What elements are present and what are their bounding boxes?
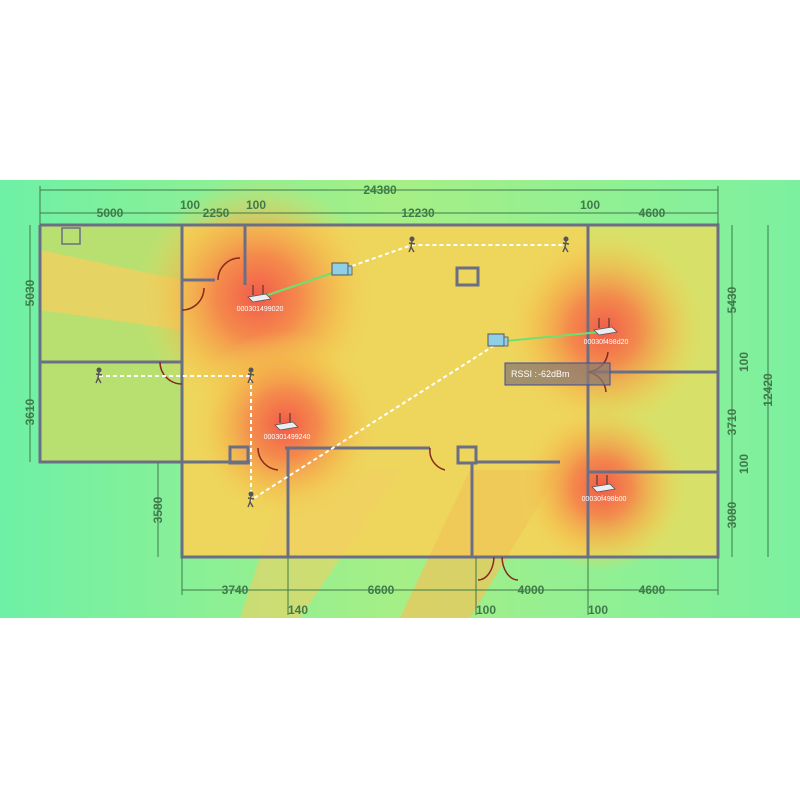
person-walking-icon[interactable]: [247, 367, 255, 384]
rssi-value: -62dBm: [538, 369, 570, 379]
dim-right: 3710: [725, 408, 739, 435]
dim-left: 3610: [23, 398, 37, 425]
access-point[interactable]: 00030f498b00: [582, 475, 627, 503]
ap-label: 00030f498b00: [582, 496, 627, 503]
ap-label: 000301499240: [264, 434, 311, 441]
dim-top: 2250: [203, 206, 230, 220]
dim-left: 3580: [151, 496, 165, 523]
dim-top: 100: [246, 198, 266, 212]
dim-right: 100: [737, 454, 751, 474]
dim-right: 5430: [725, 286, 739, 313]
dim-top: 4600: [639, 206, 666, 220]
dim-top-total: 24380: [363, 183, 397, 197]
access-point[interactable]: 00030f498d20: [584, 318, 629, 346]
router-icon: [591, 475, 616, 493]
person-walking-icon[interactable]: [95, 367, 103, 384]
wifi-heatmap-floorplan[interactable]: 24380 5000 100 2250 100 12230 100 4600 5…: [0, 180, 800, 618]
dim-bottom-gap: 100: [588, 603, 608, 617]
dim-top: 100: [580, 198, 600, 212]
dim-left: 5030: [23, 279, 37, 306]
client-links: [261, 270, 601, 342]
laptop-phone-icon[interactable]: [487, 333, 509, 347]
router-icon: [247, 285, 272, 303]
dimension-lines: [29, 186, 769, 615]
dim-bottom-gap: 140: [288, 603, 308, 617]
access-point[interactable]: 000301499020: [237, 285, 284, 313]
dim-bottom: 4000: [518, 583, 545, 597]
rssi-label: RSSI :: [511, 369, 537, 379]
person-walking-icon[interactable]: [247, 491, 255, 508]
dim-top: 5000: [97, 206, 124, 220]
dim-right: 3080: [725, 501, 739, 528]
ap-label: 00030f498d20: [584, 339, 629, 346]
person-walking-icon[interactable]: [408, 236, 416, 253]
dim-bottom: 6600: [368, 583, 395, 597]
dim-bottom: 3740: [222, 583, 249, 597]
dim-right: 100: [737, 352, 751, 372]
rssi-tooltip: RSSI : -62dBm: [504, 362, 611, 386]
dim-bottom: 4600: [639, 583, 666, 597]
laptop-phone-icon[interactable]: [331, 262, 353, 276]
dim-right: 12420: [761, 373, 775, 407]
access-point[interactable]: 000301499240: [264, 413, 311, 441]
dim-bottom-gap: 100: [476, 603, 496, 617]
person-walking-icon[interactable]: [562, 236, 570, 253]
router-icon: [593, 318, 618, 336]
ap-label: 000301499020: [237, 306, 284, 313]
dim-top: 100: [180, 198, 200, 212]
router-icon: [274, 413, 299, 431]
dim-top: 12230: [401, 206, 435, 220]
